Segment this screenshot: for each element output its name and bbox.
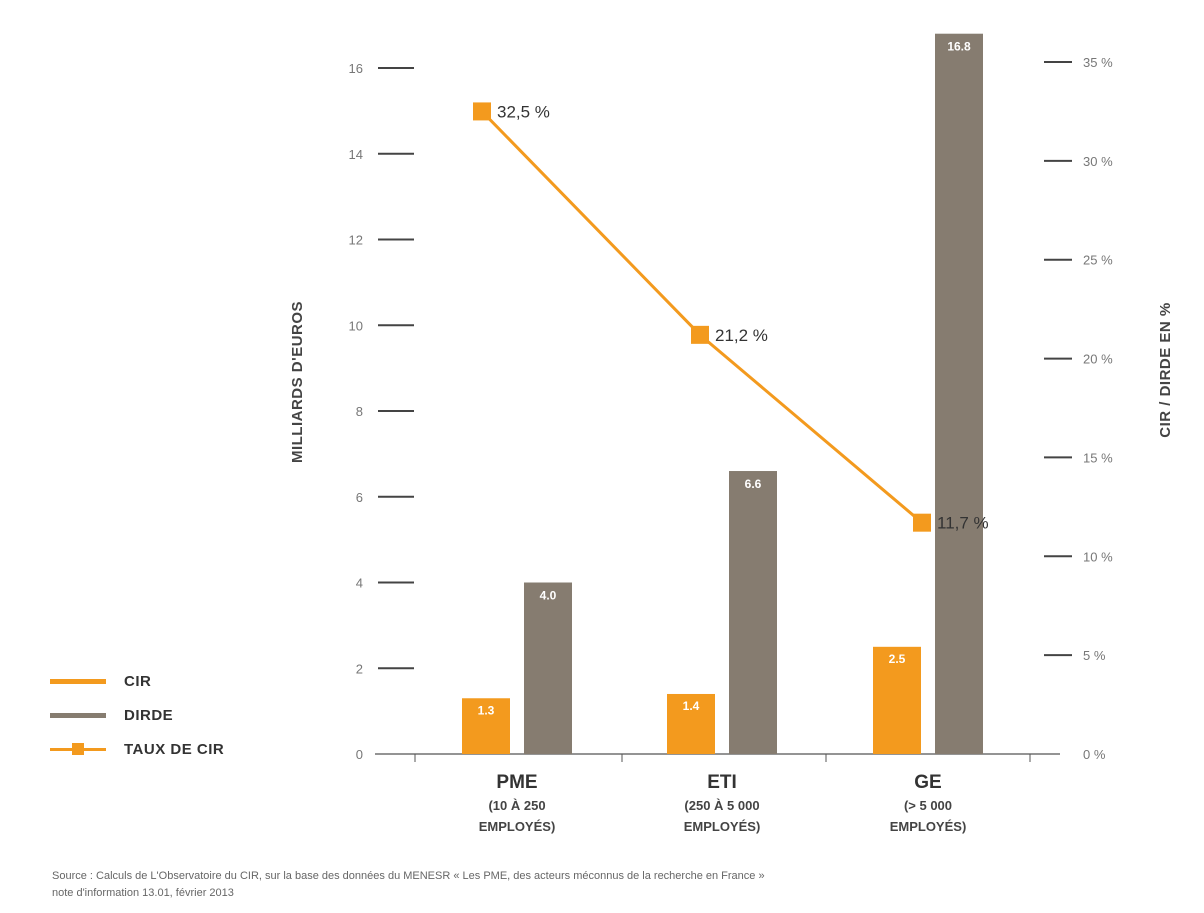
y-right-axis-tick-label: 10 %	[1083, 549, 1113, 564]
category-sublabel: EMPLOYÉS)	[684, 819, 761, 834]
taux-line	[480, 110, 923, 524]
bar-cir-label: 1.3	[478, 703, 495, 717]
bar-dirde	[729, 471, 777, 754]
taux-value-label: 32,5 %	[497, 102, 550, 121]
legend-label-cir: CIR	[124, 672, 152, 690]
legend: CIR DIRDE TAUX DE CIR	[50, 664, 224, 766]
y-right-axis-tick-label: 35 %	[1083, 55, 1113, 70]
legend-swatch-cir	[50, 671, 106, 691]
legend-item-dirde: DIRDE	[50, 698, 224, 732]
category-sublabel: EMPLOYÉS)	[890, 819, 967, 834]
category-sublabel: (10 À 250	[488, 798, 545, 813]
bar-dirde-label: 6.6	[745, 477, 762, 491]
y-right-axis-tick-label: 15 %	[1083, 450, 1113, 465]
y-right-axis-tick-label: 0 %	[1083, 747, 1106, 762]
bar-cir-label: 2.5	[889, 652, 906, 666]
bar-dirde	[524, 582, 572, 754]
legend-item-taux: TAUX DE CIR	[50, 732, 224, 766]
y-axis-tick-label: 10	[349, 318, 363, 333]
y-right-axis-tick-label: 5 %	[1083, 648, 1106, 663]
y-axis-tick-label: 14	[349, 147, 363, 162]
y-right-axis-tick-label: 20 %	[1083, 352, 1113, 367]
y-axis-tick-label: 16	[349, 61, 363, 76]
taux-marker	[913, 513, 931, 532]
category-sublabel: (250 À 5 000	[684, 798, 759, 813]
y-axis-title: MILLIARDS D'EUROS	[289, 301, 306, 463]
y-axis-tick-label: 6	[356, 490, 363, 505]
bar-cir	[462, 698, 510, 754]
category-label: PME	[496, 772, 537, 793]
y-right-axis-tick-label: 25 %	[1083, 253, 1113, 268]
y-axis-tick-label: 4	[356, 576, 363, 591]
category-sublabel: (> 5 000	[904, 798, 952, 813]
category-label: GE	[914, 772, 941, 793]
legend-swatch-dirde	[50, 705, 106, 725]
bar-dirde-label: 16.8	[947, 40, 971, 54]
taux-marker	[691, 325, 709, 344]
legend-label-dirde: DIRDE	[124, 706, 174, 724]
taux-marker	[473, 102, 491, 121]
y-axis-tick-label: 8	[356, 404, 363, 419]
source-line-1: Source : Calculs de L'Observatoire du CI…	[52, 870, 765, 882]
source-line-2: note d'information 13.01, février 2013	[52, 887, 234, 899]
bar-cir	[873, 646, 921, 754]
bar-dirde-label: 4.0	[540, 589, 557, 603]
legend-label-taux: TAUX DE CIR	[124, 740, 225, 758]
y-axis-tick-label: 12	[349, 233, 363, 248]
category-sublabel: EMPLOYÉS)	[479, 819, 556, 834]
y-right-axis-title: CIR / DIRDE EN %	[1157, 302, 1174, 438]
taux-value-label: 11,7 %	[937, 514, 989, 533]
legend-swatch-taux	[50, 739, 106, 759]
source-note: Source : Calculs de L'Observatoire du CI…	[52, 868, 1202, 902]
bar-dirde	[935, 33, 983, 754]
bar-cir-label: 1.4	[683, 699, 700, 713]
legend-item-cir: CIR	[50, 664, 224, 698]
y-axis-tick-label: 0	[356, 747, 363, 762]
taux-value-label: 21,2 %	[715, 326, 768, 345]
y-axis-tick-label: 2	[356, 661, 363, 676]
y-right-axis-tick-label: 30 %	[1083, 154, 1113, 169]
category-label: ETI	[707, 772, 737, 793]
bar-cir	[667, 693, 715, 754]
